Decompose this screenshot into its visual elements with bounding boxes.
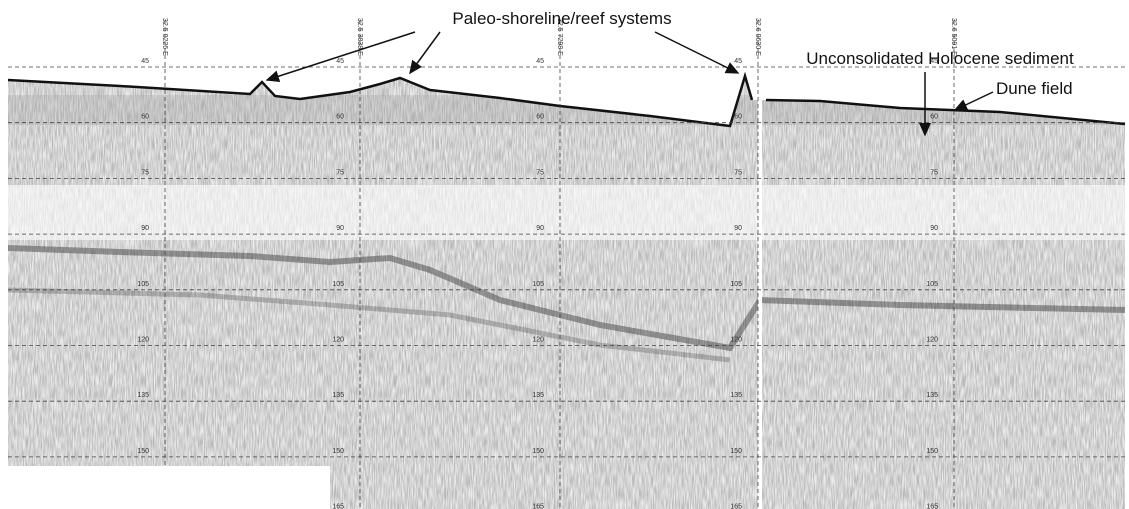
depth-label: 120 bbox=[532, 337, 544, 344]
depth-label: 75 bbox=[141, 169, 149, 176]
depth-label: 150 bbox=[332, 448, 344, 455]
position-label: 32.6 0630 E bbox=[754, 18, 761, 56]
depth-label: 165 bbox=[332, 504, 344, 509]
depth-label: 90 bbox=[141, 225, 149, 232]
depth-label: 60 bbox=[930, 114, 938, 121]
depth-label: 135 bbox=[137, 392, 149, 399]
depth-label: 120 bbox=[730, 337, 742, 344]
depth-label: 90 bbox=[336, 225, 344, 232]
depth-label: 60 bbox=[536, 114, 544, 121]
arrow bbox=[955, 92, 993, 110]
depth-label: 165 bbox=[926, 504, 938, 509]
depth-label: 150 bbox=[730, 448, 742, 455]
depth-label: 165 bbox=[730, 504, 742, 509]
depth-label: 105 bbox=[332, 281, 344, 288]
profile-figure: 4545454545606060606075757575759090909090… bbox=[0, 0, 1129, 509]
depth-label: 75 bbox=[336, 169, 344, 176]
depth-label: 105 bbox=[532, 281, 544, 288]
depth-label: 105 bbox=[926, 281, 938, 288]
position-label: 32.5 0226 E bbox=[161, 18, 168, 56]
depth-label: 150 bbox=[137, 448, 149, 455]
depth-label: 135 bbox=[926, 392, 938, 399]
depth-label: 45 bbox=[536, 58, 544, 65]
depth-label: 120 bbox=[137, 337, 149, 344]
depth-label: 45 bbox=[336, 58, 344, 65]
depth-label: 105 bbox=[730, 281, 742, 288]
depth-label: 90 bbox=[734, 225, 742, 232]
arrow bbox=[267, 32, 415, 80]
depth-label: 120 bbox=[332, 337, 344, 344]
annotation: Paleo-shoreline/reef systems bbox=[452, 9, 671, 28]
depth-label: 60 bbox=[336, 114, 344, 121]
depth-label: 75 bbox=[734, 169, 742, 176]
depth-label: 60 bbox=[734, 114, 742, 121]
depth-label: 90 bbox=[536, 225, 544, 232]
depth-label: 45 bbox=[141, 58, 149, 65]
depth-label: 135 bbox=[730, 392, 742, 399]
depth-label: 45 bbox=[734, 58, 742, 65]
depth-label: 150 bbox=[926, 448, 938, 455]
annotation: Dune field bbox=[996, 79, 1073, 98]
depth-label: 150 bbox=[532, 448, 544, 455]
depth-label: 135 bbox=[332, 392, 344, 399]
depth-label: 165 bbox=[532, 504, 544, 509]
depth-label: 75 bbox=[930, 169, 938, 176]
depth-label: 60 bbox=[141, 114, 149, 121]
depth-label: 75 bbox=[536, 169, 544, 176]
depth-label: 120 bbox=[926, 337, 938, 344]
depth-label: 105 bbox=[137, 281, 149, 288]
depth-label: 135 bbox=[532, 392, 544, 399]
annotation: Unconsolidated Holocene sediment bbox=[806, 49, 1074, 68]
depth-label: 90 bbox=[930, 225, 938, 232]
